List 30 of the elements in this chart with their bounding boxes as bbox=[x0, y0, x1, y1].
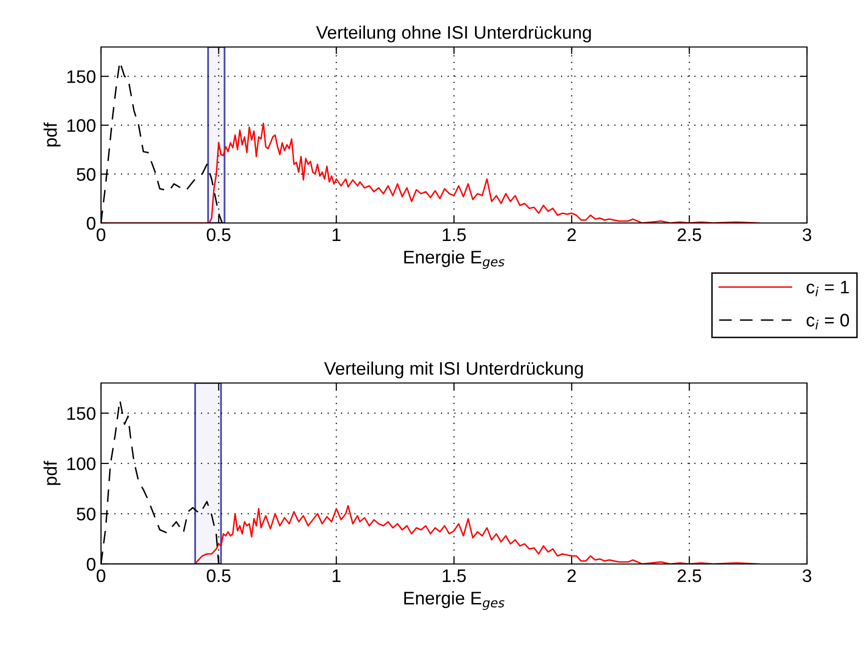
chart-title: Verteilung mit ISI Unterdrückung bbox=[324, 362, 583, 378]
y-tick-label: 100 bbox=[67, 457, 96, 470]
x-axis-title: Energie E$_{ges}$ bbox=[404, 591, 504, 610]
x-tick-label: 0 bbox=[96, 569, 106, 582]
x-tick-label: 0.5 bbox=[206, 228, 230, 242]
x-tick-label: 2.5 bbox=[678, 569, 702, 582]
x-tick-label: 2.5 bbox=[678, 228, 702, 242]
x-tick-label: 0 bbox=[96, 228, 106, 242]
y-tick-label: 50 bbox=[76, 168, 96, 181]
x-tick-label: 1 bbox=[332, 228, 340, 241]
x-tick-label: 3 bbox=[802, 569, 812, 582]
x-axis-title: Energie E$_{ges}$ bbox=[404, 250, 504, 269]
legend-label: c$_{i}$ = 1 bbox=[806, 280, 849, 296]
x-tick-label: 1 bbox=[332, 570, 340, 582]
x-tick-label: 3 bbox=[802, 228, 812, 242]
y-tick-label: 50 bbox=[76, 508, 96, 520]
y-tick-label: 100 bbox=[67, 119, 96, 132]
x-tick-label: 0.5 bbox=[206, 569, 230, 582]
y-axis-title: pdf bbox=[44, 460, 60, 485]
y-tick-label: 0 bbox=[86, 558, 96, 571]
legend-label: c$_{i}$ = 0 bbox=[806, 314, 849, 330]
x-tick-label: 2 bbox=[568, 228, 576, 241]
y-tick-label: 150 bbox=[67, 70, 96, 84]
x-tick-label: 1.5 bbox=[442, 228, 466, 242]
y-tick-label: 0 bbox=[86, 216, 96, 230]
chart-title: Verteilung ohne ISI Unterdrückung bbox=[316, 26, 591, 42]
x-tick-label: 2 bbox=[568, 569, 576, 582]
x-tick-label: 1.5 bbox=[442, 570, 466, 582]
y-tick-label: 150 bbox=[67, 407, 96, 420]
y-axis-title: pdf bbox=[44, 122, 60, 146]
